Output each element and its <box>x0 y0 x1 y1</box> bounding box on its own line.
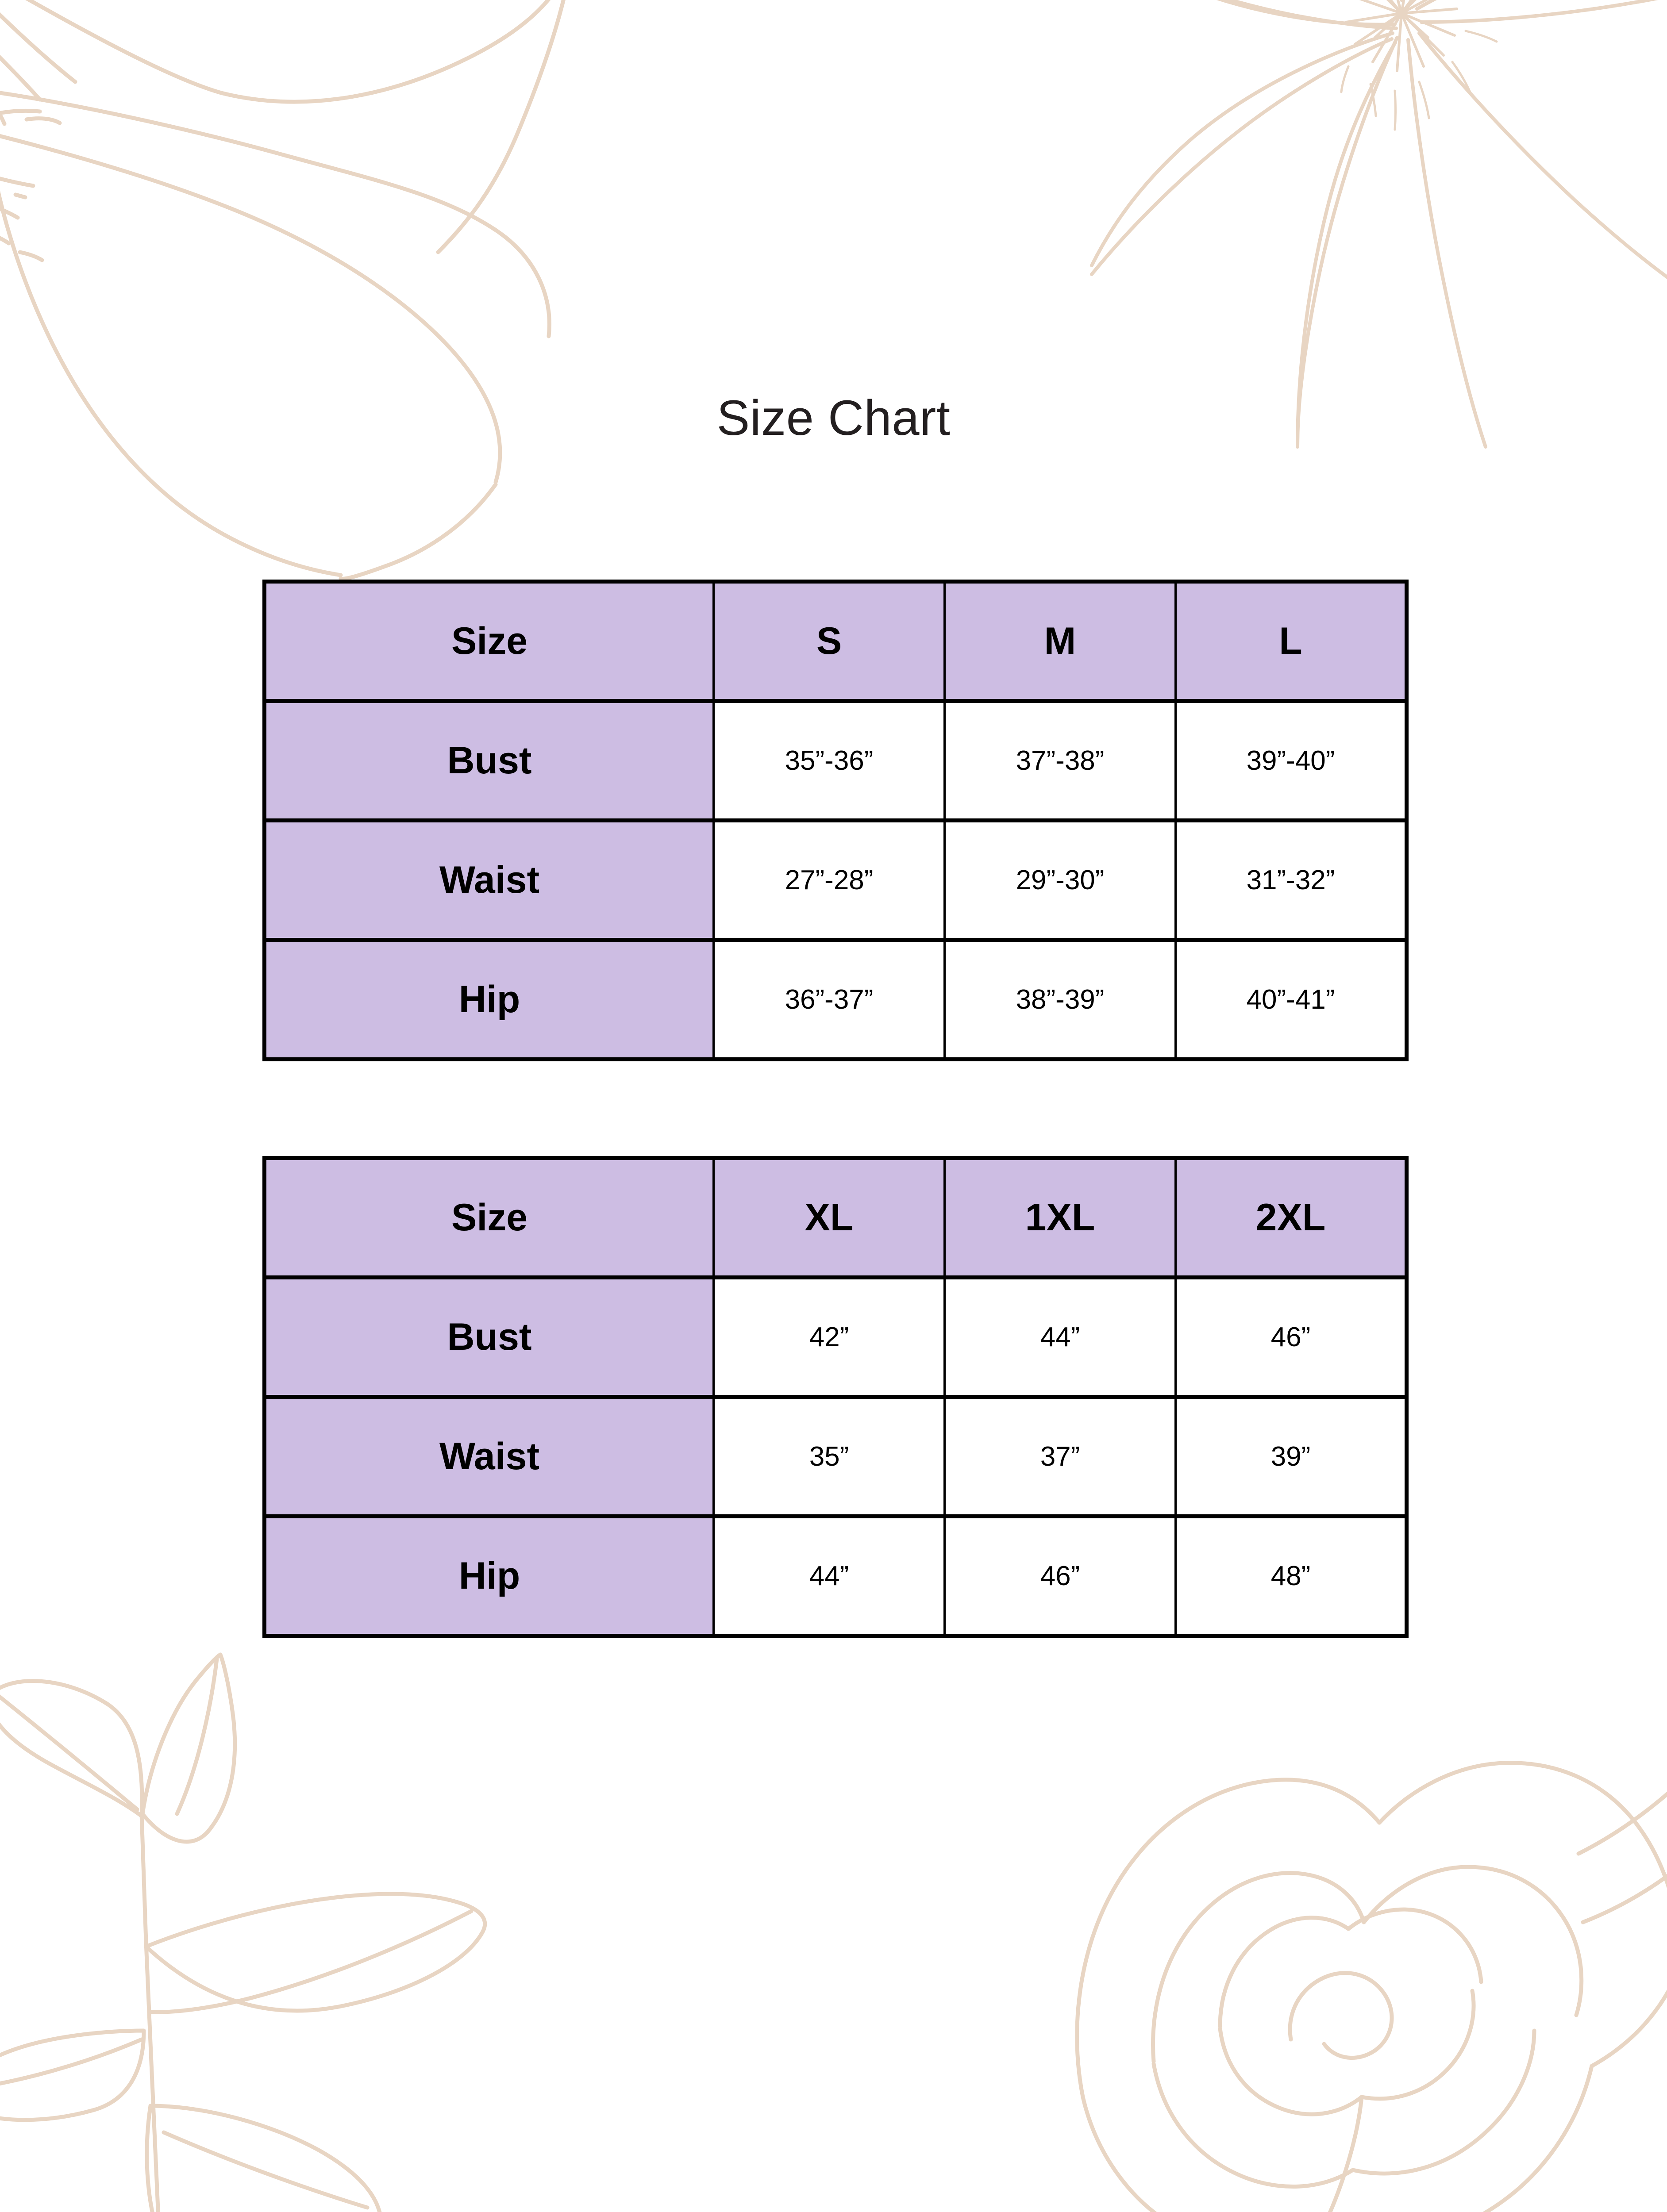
size-table-plus: Size XL 1XL 2XL Bust 42” 44” 46” Waist 3… <box>262 1156 1409 1638</box>
cell-waist-1xl: 37” <box>943 1395 1176 1517</box>
row-label-bust: Bust <box>264 699 714 821</box>
table-row: Waist 27”-28” 29”-30” 31”-32” <box>264 818 1407 940</box>
table-header-row: Size XL 1XL 2XL <box>264 1158 1407 1278</box>
cell-hip-l: 40”-41” <box>1174 938 1407 1060</box>
header-cell-l: L <box>1174 581 1407 701</box>
page-title: Size Chart <box>716 390 951 445</box>
row-label-waist: Waist <box>264 1395 714 1517</box>
cell-waist-l: 31”-32” <box>1174 818 1407 940</box>
table-header-row: Size S M L <box>264 581 1407 701</box>
size-table-standard: Size S M L Bust 35”-36” 37”-38” 39”-40” … <box>262 580 1409 1061</box>
cell-bust-xl: 42” <box>712 1275 945 1397</box>
header-cell-size: Size <box>264 581 714 701</box>
cell-hip-s: 36”-37” <box>712 938 945 1060</box>
table-row: Hip 36”-37” 38”-39” 40”-41” <box>264 938 1407 1060</box>
table-row: Waist 35” 37” 39” <box>264 1395 1407 1517</box>
header-cell-size: Size <box>264 1158 714 1278</box>
cell-waist-m: 29”-30” <box>943 818 1176 940</box>
header-cell-s: S <box>712 581 945 701</box>
table-row: Hip 44” 46” 48” <box>264 1514 1407 1636</box>
cell-hip-xl: 44” <box>712 1514 945 1636</box>
cell-bust-m: 37”-38” <box>943 699 1176 821</box>
cell-bust-l: 39”-40” <box>1174 699 1407 821</box>
row-label-bust: Bust <box>264 1275 714 1397</box>
cell-waist-2xl: 39” <box>1174 1395 1407 1517</box>
row-label-waist: Waist <box>264 818 714 940</box>
cell-bust-s: 35”-36” <box>712 699 945 821</box>
header-cell-2xl: 2XL <box>1174 1158 1407 1278</box>
clematis-flower-line-art <box>1065 0 1667 451</box>
header-cell-xl: XL <box>712 1158 945 1278</box>
rose-bloom-line-art <box>1030 1677 1667 2212</box>
row-label-hip: Hip <box>264 938 714 1060</box>
cell-waist-s: 27”-28” <box>712 818 945 940</box>
cell-bust-2xl: 46” <box>1174 1275 1407 1397</box>
cell-waist-xl: 35” <box>712 1395 945 1517</box>
cell-bust-1xl: 44” <box>943 1275 1176 1397</box>
row-label-hip: Hip <box>264 1514 714 1636</box>
magnolia-petals-line-art <box>0 0 571 588</box>
table-row: Bust 35”-36” 37”-38” 39”-40” <box>264 699 1407 821</box>
cell-hip-1xl: 46” <box>943 1514 1176 1636</box>
table-row: Bust 42” 44” 46” <box>264 1275 1407 1397</box>
header-cell-1xl: 1XL <box>943 1158 1176 1278</box>
cell-hip-2xl: 48” <box>1174 1514 1407 1636</box>
header-cell-m: M <box>943 581 1176 701</box>
cell-hip-m: 38”-39” <box>943 938 1176 1060</box>
